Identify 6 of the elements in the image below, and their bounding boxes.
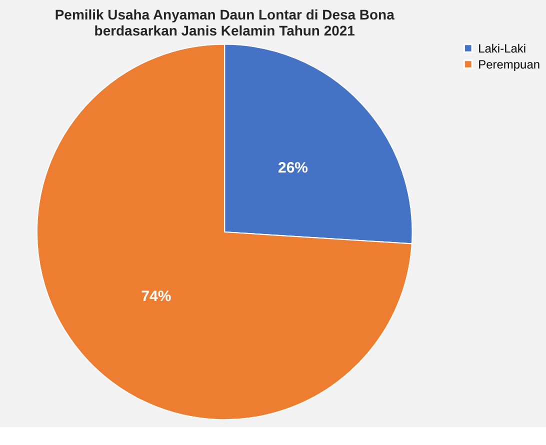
data-label: 26% — [278, 160, 308, 177]
legend-label: Laki-Laki — [478, 41, 526, 56]
chart-title: Pemilik Usaha Anyaman Daun Lontar di Desa Bona berdasarkan Janis Kelamin Tahun 2021 — [54, 6, 395, 38]
data-label: 74% — [141, 288, 172, 306]
legend-label: Perempuan — [478, 57, 540, 72]
pie-slice — [36, 44, 412, 420]
